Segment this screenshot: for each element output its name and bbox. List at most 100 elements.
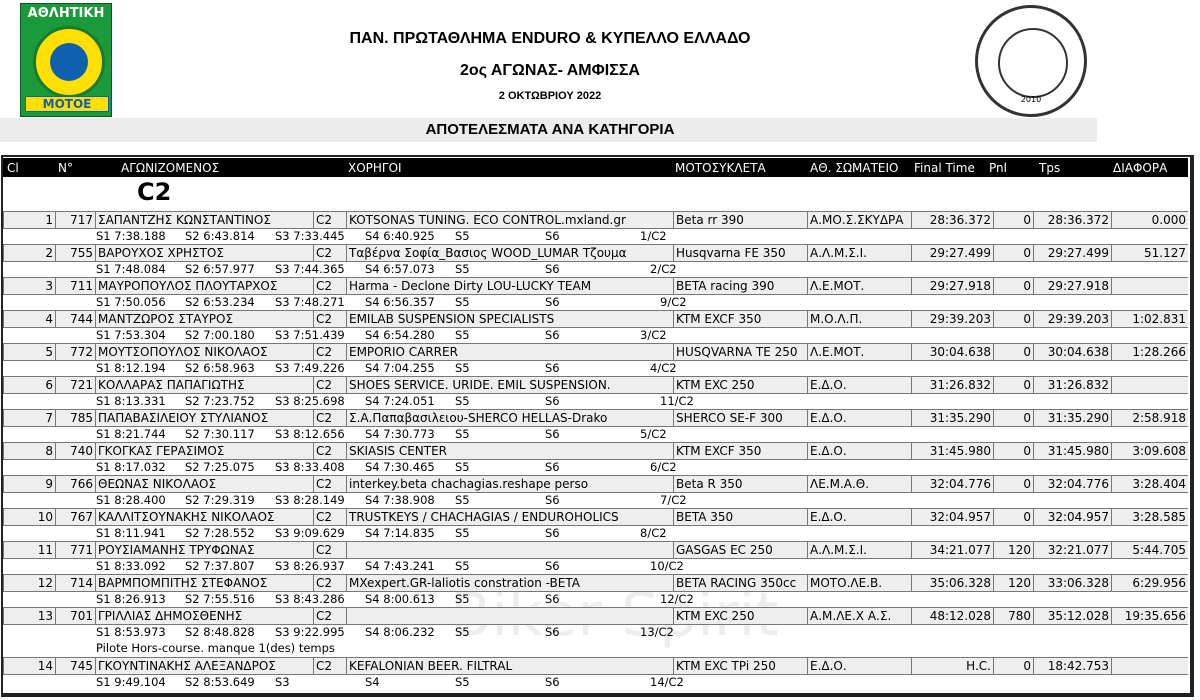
cell-no: 721 — [55, 377, 95, 393]
cell-tps: 28:36.372 — [1033, 212, 1111, 228]
split-time: S1 8:11.941 — [96, 526, 166, 540]
split-time: S4 8:06.232 — [365, 625, 435, 639]
split-time: S4 6:56.357 — [365, 295, 435, 309]
cell-final: H.C. — [911, 658, 993, 674]
split-time: S5 — [455, 262, 470, 276]
split-time: S6 — [545, 295, 560, 309]
cell-cl: 2 — [3, 245, 55, 261]
page-title: ΠΑΝ. ΠΡΩΤΑΘΛΗΜΑ ENDURO & ΚΥΠΕΛΛΟ ΕΛΛΑΔΟ — [349, 30, 751, 47]
table-row: 6 721 ΚΟΛΛΑΡΑΣ ΠΑΠΑΓΙΩΤΗΣ C2 SHOES SERVICE. … — [3, 376, 1188, 394]
cell-final: 29:27.918 — [911, 278, 993, 294]
col-tps: Tps — [1039, 161, 1061, 175]
cell-cls: C2 — [313, 542, 346, 558]
split-time: S5 — [455, 625, 470, 639]
cell-moto: GASGAS EC 250 — [673, 542, 807, 558]
cell-cl: 5 — [3, 344, 55, 360]
cell-cl: 10 — [3, 509, 55, 525]
cell-final: 29:27.499 — [911, 245, 993, 261]
cell-diff: 1:28.266 — [1111, 344, 1188, 360]
cell-name: ΓΡΙΛΛΙΑΣ ΔΗΜΟΣΘΕΝΗΣ — [95, 608, 313, 624]
split-time: S2 8:48.828 — [185, 625, 255, 639]
split-time: S4 7:14.835 — [365, 526, 435, 540]
split-time: S4 6:40.925 — [365, 229, 435, 243]
cell-moto: KTM EXC 250 — [673, 377, 807, 393]
cell-diff — [1111, 658, 1188, 674]
cell-pnl: 0 — [993, 212, 1033, 228]
cell-final: 31:35.290 — [911, 410, 993, 426]
split-time: S5 — [455, 460, 470, 474]
split-time: S3 7:44.365 — [275, 262, 345, 276]
cell-tps: 31:45.980 — [1033, 443, 1111, 459]
split-time: S6 — [545, 592, 560, 606]
motoe-logo: ΑΘΛΗΤΙΚΗ ΜΟΤΟΕ — [20, 3, 112, 117]
table-row: 3 711 ΜΑΥΡΟΠΟΥΛΟΣ ΠΛΟΥΤΑΡΧΟΣ C2 Harma - Decl… — [3, 277, 1188, 295]
table-row: 4 744 ΜΑΝΤΖΩΡΟΣ ΣΤΑΥΡΟΣ C2 EMILAB SUSPENSION… — [3, 310, 1188, 328]
split-time: S2 7:37.807 — [185, 559, 255, 573]
cell-moto: Beta rr 390 — [673, 212, 807, 228]
cell-cls: C2 — [313, 212, 346, 228]
cell-no: 701 — [55, 608, 95, 624]
cell-cl: 4 — [3, 311, 55, 327]
split-time: S2 8:53.649 — [185, 675, 255, 689]
split-time: S5 — [455, 592, 470, 606]
cell-diff: 19:35.656 — [1111, 608, 1188, 624]
cell-cls: C2 — [313, 245, 346, 261]
split-time: S2 7:30.117 — [185, 427, 255, 441]
split-time: S3 9:22.995 — [275, 625, 345, 639]
cell-final: 31:26.832 — [911, 377, 993, 393]
cell-final: 32:04.957 — [911, 509, 993, 525]
table-row: 1 717 ΣΑΠΑΝΤΖΗΣ ΚΩΝΣΤΑΝΤΙΝΟΣ C2 KOTSONAS TUN… — [3, 211, 1188, 229]
cell-tps: 31:26.832 — [1033, 377, 1111, 393]
cell-moto: KTM EXCF 350 — [673, 311, 807, 327]
cell-cls: C2 — [313, 608, 346, 624]
split-time: S1 8:53.973 — [96, 625, 166, 639]
cell-pnl: 0 — [993, 377, 1033, 393]
split-time: S2 7:55.516 — [185, 592, 255, 606]
split-time: S4 7:24.051 — [365, 394, 435, 408]
split-time: S1 8:21.744 — [96, 427, 166, 441]
cell-moto: Beta R 350 — [673, 476, 807, 492]
cell-moto: BETA RACING 350cc — [673, 575, 807, 591]
table-row: 7 785 ΠΑΠΑΒΑΣΙΛΕΙΟΥ ΣΤΥΛΙΑΝΟΣ C2 Σ.Α.Παπαβασ… — [3, 409, 1188, 427]
cell-pnl: 0 — [993, 245, 1033, 261]
col-no: N° — [58, 161, 73, 175]
table-header: Cl N° ΑΓΩΝΙΖΟΜΕΝΟΣ ΧΟΡΗΓΟΙ ΜΟΤΟΣΥΚΛΕΤΑ Α… — [3, 158, 1188, 177]
cell-final: 48:12.028 — [911, 608, 993, 624]
cell-no: 772 — [55, 344, 95, 360]
class-position: 7/C2 — [660, 493, 687, 507]
cell-final: 29:39.203 — [911, 311, 993, 327]
split-time: S4 7:04.255 — [365, 361, 435, 375]
col-sponsors: ΧΟΡΗΓΟΙ — [348, 161, 402, 175]
table-row: 9 766 ΘΕΩΝΑΣ ΝΙΚΟΛΑΟΣ C2 interkey.beta chach… — [3, 475, 1188, 493]
split-time: S2 7:23.752 — [185, 394, 255, 408]
split-time: S5 — [455, 559, 470, 573]
cell-no: 745 — [55, 658, 95, 674]
split-time: S6 — [545, 526, 560, 540]
class-position: 13/C2 — [640, 625, 674, 639]
split-time: S2 7:00.180 — [185, 328, 255, 342]
cell-pnl: 0 — [993, 443, 1033, 459]
cell-no: 771 — [55, 542, 95, 558]
class-position: 4/C2 — [650, 361, 677, 375]
split-time: S3 — [275, 675, 290, 689]
cell-diff: 1:02.831 — [1111, 311, 1188, 327]
cell-final: 34:21.077 — [911, 542, 993, 558]
class-position: 8/C2 — [640, 526, 667, 540]
cell-no: 785 — [55, 410, 95, 426]
cell-name: ΘΕΩΝΑΣ ΝΙΚΟΛΑΟΣ — [95, 476, 313, 492]
split-time: S6 — [545, 394, 560, 408]
split-time: S5 — [455, 328, 470, 342]
col-club: ΑΘ. ΣΩΜΑΤΕΙΟ — [810, 161, 899, 175]
table-row: 13 701 ΓΡΙΛΛΙΑΣ ΔΗΜΟΣΘΕΝΗΣ C2 KTM EXC 250 Α.Μ… — [3, 607, 1188, 625]
cell-club: Ε.Δ.Ο. — [807, 443, 911, 459]
cell-cl: 14 — [3, 658, 55, 674]
cell-final: 28:36.372 — [911, 212, 993, 228]
cell-tps: 30:04.638 — [1033, 344, 1111, 360]
split-time: S6 — [545, 625, 560, 639]
club-seal-logo: 2010 — [975, 5, 1087, 117]
col-motorcycle: ΜΟΤΟΣΥΚΛΕΤΑ — [675, 161, 766, 175]
cell-tps: 33:06.328 — [1033, 575, 1111, 591]
col-pnl: Pnl — [989, 161, 1007, 175]
cell-diff: 0.000 — [1111, 212, 1188, 228]
split-time: S1 8:17.032 — [96, 460, 166, 474]
